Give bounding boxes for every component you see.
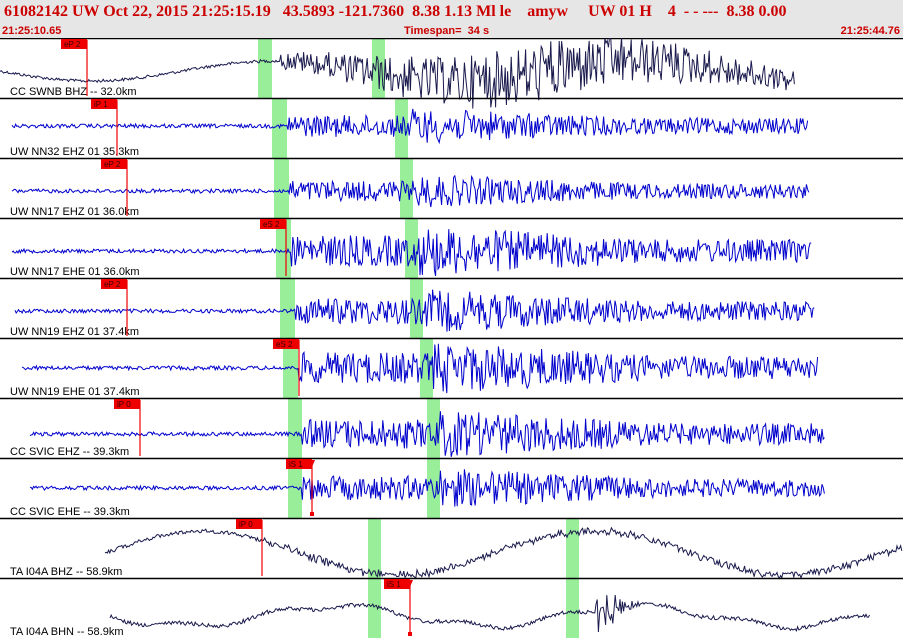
pick-flag-label: iP 0 <box>239 520 253 529</box>
channel-label: UW NN19 EHE 01 37.4km <box>10 386 140 398</box>
pick-flag-label: iS 1 <box>289 460 303 469</box>
channel-label: TA I04A BHN -- 58.9km <box>10 626 124 638</box>
time-window-highlight <box>566 518 579 578</box>
start-time: 21:25:10.65 <box>2 25 62 37</box>
seismogram-trace <box>21 343 819 394</box>
time-window-highlight <box>368 518 381 578</box>
phase-pick[interactable]: iP 0 <box>114 399 141 456</box>
seismogram-trace <box>11 174 810 208</box>
pick-flag-label: iP 1 <box>94 100 108 109</box>
time-window-highlight <box>410 278 423 338</box>
time-window-highlight <box>288 458 302 518</box>
time-window-highlight <box>280 278 295 338</box>
seismogram-trace <box>11 229 812 276</box>
pick-end-marker-icon <box>310 512 314 516</box>
channel-label: CC SVIC EHE -- 39.3km <box>10 506 130 518</box>
seismogram-trace <box>14 289 815 332</box>
pick-flag-icon <box>286 459 312 469</box>
time-window-highlight <box>427 458 440 518</box>
end-time: 21:25:44.76 <box>840 25 900 37</box>
channel-label: CC SWNB BHZ -- 32.0km <box>10 86 137 98</box>
pick-flag-icon <box>101 159 127 169</box>
channel-label: UW NN32 EHZ 01 35.3km <box>10 146 139 158</box>
pick-flag-icon <box>101 279 127 289</box>
seismogram-trace <box>104 526 903 580</box>
phase-pick[interactable]: iP 1 <box>91 99 118 156</box>
phase-pick[interactable]: iP 0 <box>236 519 263 576</box>
channel-label: TA I04A BHZ -- 58.9km <box>10 566 122 578</box>
channel-panel[interactable]: UW NN17 EHZ 01 36.0km eP 2 <box>0 157 903 218</box>
channel-panel[interactable]: UW NN19 EHE 01 37.4km eS 2 <box>0 337 903 398</box>
time-window-highlight <box>276 218 291 278</box>
channel-panel[interactable]: UW NN19 EHZ 01 37.4km eP 2 <box>0 277 903 338</box>
pick-flag-label: eP 2 <box>104 160 121 169</box>
phase-pick[interactable]: eS 2 <box>260 219 287 276</box>
waveform-canvas: CC SWNB BHZ -- 32.0km eP 2 UW NN32 EHZ 01 … <box>0 38 903 638</box>
pick-flag-icon <box>61 39 87 49</box>
time-window-highlight <box>368 578 381 638</box>
pick-flag-icon <box>260 219 286 229</box>
pick-flag-label: iS 1 <box>387 580 401 589</box>
pick-flag-label: eP 2 <box>104 280 121 289</box>
pick-flag-label: eP 2 <box>64 40 81 49</box>
channel-panel[interactable]: CC SWNB BHZ -- 32.0km eP 2 <box>0 38 903 109</box>
phase-pick[interactable]: eP 2 <box>61 39 88 96</box>
seismogram-trace <box>11 108 809 145</box>
pick-end-marker-icon <box>408 632 412 636</box>
pick-end-marker-icon <box>407 580 413 587</box>
seismogram-trace <box>0 38 795 109</box>
channel-label: UW NN17 EHZ 01 36.0km <box>10 206 139 218</box>
time-window-highlight <box>427 398 440 458</box>
channel-panel[interactable]: UW NN17 EHE 01 36.0km eS 2 <box>0 217 903 278</box>
seismogram-trace <box>29 469 825 507</box>
pick-flag-icon <box>236 519 262 529</box>
time-window-highlight <box>420 338 433 398</box>
pick-end-marker-icon <box>309 460 315 467</box>
time-window-highlight <box>288 398 302 458</box>
pick-flag-icon <box>273 339 299 349</box>
time-window-highlight <box>274 158 289 218</box>
channel-panel[interactable]: CC SVIC EHZ -- 39.3km iP 0 <box>0 397 903 458</box>
event-summary: 61082142 UW Oct 22, 2015 21:25:15.19 43.… <box>4 3 787 20</box>
phase-pick[interactable]: iS 1 <box>384 579 413 636</box>
time-window-highlight <box>258 38 272 98</box>
waveform-panels: CC SWNB BHZ -- 32.0km eP 2 UW NN32 EHZ 01 … <box>0 38 903 640</box>
event-header: 61082142 UW Oct 22, 2015 21:25:15.19 43.… <box>0 0 903 38</box>
channel-panel[interactable]: TA I04A BHN -- 58.9km iS 1 <box>0 577 903 638</box>
channel-panel[interactable]: CC SVIC EHE -- 39.3km iS 1 <box>0 457 903 518</box>
channel-label: UW NN19 EHZ 01 37.4km <box>10 326 139 338</box>
channel-label: UW NN17 EHE 01 36.0km <box>10 266 140 278</box>
pick-flag-label: eS 2 <box>263 220 280 229</box>
time-window-highlight <box>566 578 579 638</box>
phase-pick[interactable]: eP 2 <box>101 279 128 336</box>
timespan-label: Timespan= 34 s <box>404 25 490 37</box>
pick-flag-icon <box>91 99 117 109</box>
pick-flag-label: iP 0 <box>117 400 131 409</box>
pick-flag-icon <box>114 399 140 409</box>
phase-pick[interactable]: iS 1 <box>286 459 315 516</box>
channel-panel[interactable]: UW NN32 EHZ 01 35.3km iP 1 <box>0 97 903 158</box>
channel-panel[interactable]: TA I04A BHZ -- 58.9km iP 0 <box>0 517 903 580</box>
seismogram-trace <box>29 411 825 457</box>
pick-flag-label: eS 2 <box>276 340 293 349</box>
seismogram-trace <box>109 594 871 633</box>
channel-label: CC SVIC EHZ -- 39.3km <box>10 446 129 458</box>
pick-flag-icon <box>384 579 410 589</box>
phase-pick[interactable]: eP 2 <box>101 159 128 216</box>
phase-pick[interactable]: eS 2 <box>273 339 300 396</box>
